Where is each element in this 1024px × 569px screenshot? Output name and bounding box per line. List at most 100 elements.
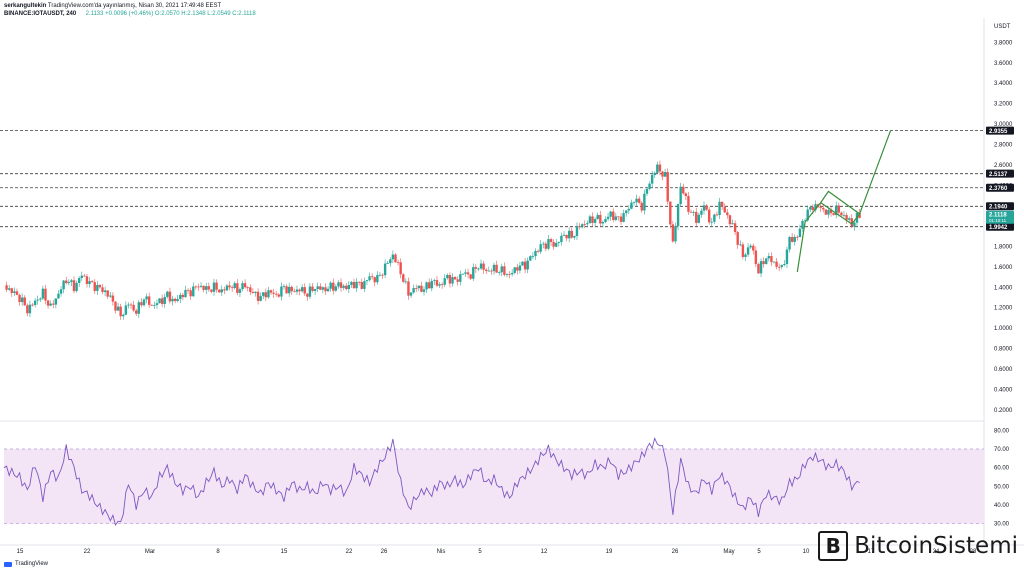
candle-body — [682, 186, 685, 194]
candle-body — [202, 285, 205, 290]
rsi-tick-label: 60.00 — [994, 466, 1010, 472]
candle-body — [853, 222, 856, 227]
candle-body — [280, 286, 283, 297]
candle-body — [835, 205, 838, 216]
ohlc-values: O:2.0570 H:2.1348 L:2.0549 C:2.1118 — [154, 11, 256, 17]
candle-body — [119, 306, 122, 317]
candle-body — [140, 302, 143, 306]
candle-body — [262, 292, 265, 297]
candle-body — [759, 261, 763, 274]
candle-body — [31, 304, 34, 306]
candle-body — [440, 284, 444, 286]
time-tick-label: 26 — [672, 549, 679, 555]
time-tick-label: 22 — [84, 549, 91, 555]
candle-body — [72, 280, 76, 292]
candle-body — [578, 226, 581, 228]
candle-body — [635, 198, 638, 203]
candle-body — [466, 272, 470, 275]
candle-body — [508, 274, 511, 276]
pennant-pattern — [819, 190, 861, 225]
price-tick-label: 0.6000 — [994, 367, 1013, 373]
candle-body — [264, 292, 268, 298]
candle-body — [194, 286, 198, 288]
time-tick-label: Mar — [145, 549, 155, 555]
price-tick-label: 0.2000 — [994, 408, 1013, 414]
level-label: 2.5137 — [989, 172, 1008, 178]
candle-body — [355, 281, 358, 289]
candle-body — [772, 261, 776, 263]
candle-body — [814, 204, 817, 211]
candle-body — [417, 285, 421, 289]
candle-body — [383, 263, 387, 276]
candle-body — [637, 198, 641, 203]
candle-body — [765, 258, 768, 265]
candle-body — [360, 282, 363, 289]
candle-body — [98, 284, 102, 288]
candle-body — [217, 289, 221, 293]
candle-body — [313, 289, 317, 292]
candle-body — [702, 205, 706, 211]
candle-body — [321, 287, 325, 290]
candle-body — [687, 196, 690, 212]
candle-body — [106, 290, 109, 297]
candle-body — [103, 290, 107, 293]
candle-body — [277, 294, 281, 297]
candle-body — [77, 277, 81, 283]
candle-body — [485, 269, 488, 272]
candle-body — [212, 282, 216, 292]
current-price-box — [986, 210, 1014, 224]
candle-body — [389, 259, 392, 264]
candle-body — [557, 242, 561, 243]
candle-body — [135, 310, 138, 314]
candle-body — [326, 288, 330, 292]
candle-body — [430, 280, 433, 289]
candle-body — [596, 214, 599, 220]
candle-body — [567, 230, 571, 239]
level-label-box — [986, 169, 1014, 178]
candle-body — [645, 188, 649, 194]
candle-body — [85, 276, 89, 284]
symbol-label[interactable]: BINANCE:IOTAUSDT, 240 — [4, 11, 77, 17]
candle-body — [197, 286, 200, 288]
candle-body — [474, 267, 478, 269]
time-tick-label: 22 — [346, 549, 353, 555]
footer-brand[interactable]: TradingView — [15, 561, 49, 567]
price-tick-label: 0.4000 — [994, 387, 1013, 393]
candle-body — [622, 213, 625, 222]
candle-body — [147, 296, 151, 305]
candle-body — [720, 201, 724, 208]
rsi-tick-label: 80.00 — [994, 428, 1010, 434]
candle-body — [710, 221, 713, 223]
candle-body — [464, 272, 467, 274]
time-tick-label: 8 — [216, 549, 220, 555]
candle-body — [451, 277, 454, 284]
candle-body — [427, 282, 431, 289]
candle-body — [526, 260, 529, 270]
candle-body — [256, 291, 260, 301]
candle-body — [334, 286, 338, 291]
candle-body — [500, 266, 503, 273]
candle-body — [122, 314, 125, 317]
candle-body — [90, 281, 94, 283]
candle-body — [238, 289, 242, 293]
candle-body — [534, 250, 537, 257]
candle-body — [446, 274, 449, 279]
level-label-box — [986, 222, 1014, 231]
price-tick-label: 1.4000 — [994, 285, 1013, 291]
publisher-name[interactable]: serkangultekin — [4, 3, 47, 9]
candle-body — [225, 285, 229, 291]
candle-body — [619, 216, 623, 222]
candle-body — [114, 301, 117, 311]
candle-body — [189, 290, 192, 297]
candle-body — [544, 243, 548, 249]
candle-body — [803, 220, 807, 222]
candle-body — [453, 277, 457, 280]
price-tick-label: 2.8000 — [994, 142, 1013, 148]
candle-body — [609, 211, 612, 217]
candle-body — [311, 286, 314, 292]
rsi-tick-label: 40.00 — [994, 503, 1010, 509]
candle-body — [490, 270, 493, 272]
candle-body — [692, 211, 695, 213]
candle-body — [287, 286, 291, 294]
